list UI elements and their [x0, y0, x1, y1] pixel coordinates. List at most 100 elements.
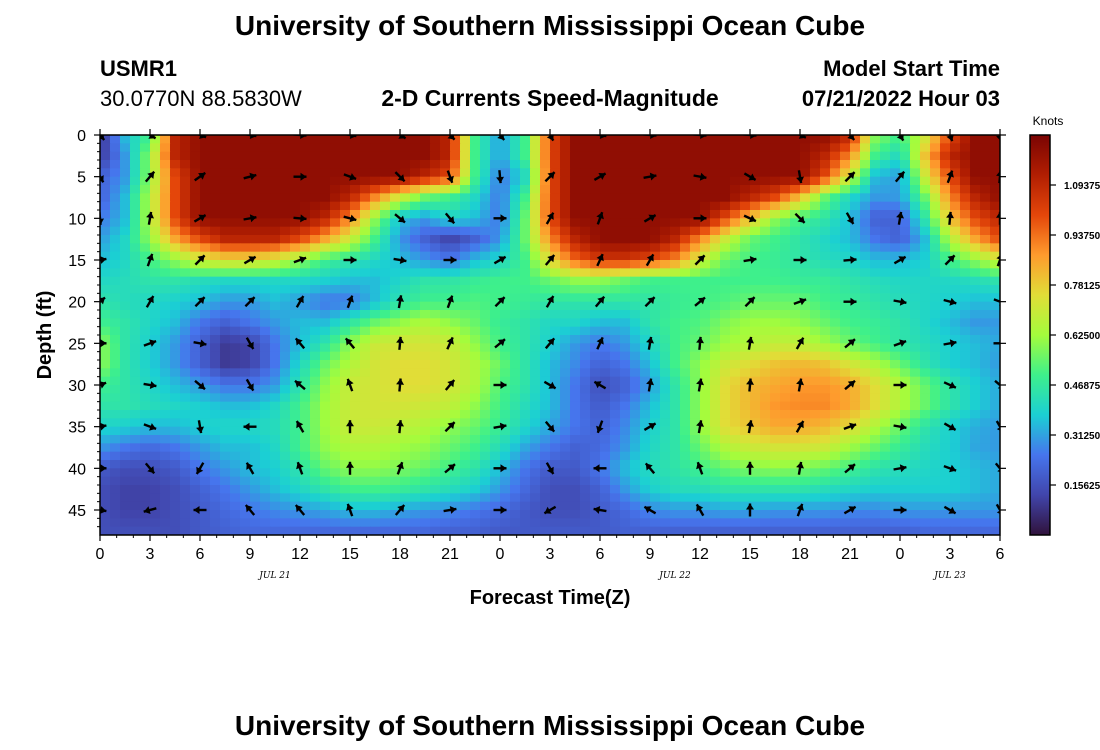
heatmap-cell: [320, 368, 331, 378]
vector-head: [396, 336, 404, 344]
heatmap-cell: [980, 418, 991, 428]
heatmap-cell: [360, 368, 371, 378]
heatmap-cell: [150, 435, 161, 444]
heatmap-cell: [720, 418, 731, 428]
heatmap-cell: [550, 393, 561, 403]
heatmap-cell: [400, 151, 411, 161]
heatmap-cell: [320, 385, 331, 394]
heatmap-cell: [510, 201, 521, 211]
heatmap-cell: [930, 385, 941, 394]
heatmap-cell: [510, 443, 521, 453]
heatmap-cell: [930, 401, 941, 411]
heatmap-cell: [350, 451, 361, 461]
heatmap-cell: [600, 210, 611, 219]
heatmap-cell: [470, 468, 481, 478]
heatmap-cell: [250, 176, 261, 186]
heatmap-cell: [130, 251, 141, 261]
heatmap-cell: [690, 268, 701, 278]
heatmap-cell: [870, 160, 881, 169]
heatmap-cell: [840, 476, 851, 486]
heatmap-cell: [950, 218, 961, 228]
heatmap-cell: [950, 351, 961, 361]
heatmap-cell: [140, 243, 151, 253]
heatmap-cell: [330, 318, 341, 328]
heatmap-cell: [120, 168, 131, 178]
heatmap-cell: [250, 401, 261, 411]
heatmap-cell: [780, 510, 791, 519]
heatmap-cell: [160, 143, 171, 153]
heatmap-cell: [160, 451, 171, 461]
heatmap-cell: [260, 260, 271, 269]
heatmap-cell: [310, 518, 321, 528]
heatmap-cell: [840, 360, 851, 369]
heatmap-cell: [660, 185, 671, 194]
heatmap-cell: [920, 318, 931, 328]
heatmap-cell: [470, 451, 481, 461]
heatmap-cell: [100, 285, 111, 294]
heatmap-cell: [300, 443, 311, 453]
heatmap-cell: [860, 160, 871, 169]
heatmap-cell: [650, 401, 661, 411]
heatmap-cell: [190, 460, 201, 469]
heatmap-cell: [150, 276, 161, 286]
heatmap-cell: [940, 235, 951, 244]
heatmap-cell: [890, 135, 901, 144]
heatmap-cell: [320, 151, 331, 161]
heatmap-cell: [850, 326, 861, 336]
heatmap-cell: [730, 351, 741, 361]
heatmap-cell: [470, 493, 481, 503]
heatmap-cell: [650, 168, 661, 178]
heatmap-cell: [130, 443, 141, 453]
heatmap-cell: [280, 235, 291, 244]
heatmap-cell: [260, 143, 271, 153]
heatmap-cell: [420, 468, 431, 478]
heatmap-cell: [640, 218, 651, 228]
heatmap-cell: [520, 410, 531, 419]
heatmap-cell: [460, 151, 471, 161]
heatmap-cell: [640, 493, 651, 503]
heatmap-cell: [420, 510, 431, 519]
heatmap-cell: [190, 360, 201, 369]
heatmap-cell: [780, 251, 791, 261]
heatmap-cell: [100, 493, 111, 503]
current-vector-arrow: [100, 381, 107, 389]
heatmap-cell: [320, 510, 331, 519]
heatmap-cell: [480, 435, 491, 444]
heatmap-cell: [380, 285, 391, 294]
heatmap-cell: [330, 351, 341, 361]
heatmap-cell: [630, 176, 641, 186]
heatmap-cell: [230, 510, 241, 519]
heatmap-cell: [310, 485, 321, 494]
heatmap-cell: [590, 468, 601, 478]
heatmap-cell: [870, 176, 881, 186]
heatmap-cell: [530, 385, 541, 394]
heatmap-cell: [880, 368, 891, 378]
heatmap-cell: [260, 460, 271, 469]
heatmap-cell: [780, 418, 791, 428]
heatmap-cell: [260, 376, 271, 386]
heatmap-cell: [800, 401, 811, 411]
heatmap-cell: [680, 235, 691, 244]
heatmap-cell: [500, 285, 511, 294]
heatmap-cell: [840, 335, 851, 344]
vector-head: [547, 424, 555, 432]
heatmap-cell: [720, 443, 731, 453]
heatmap-cell: [380, 243, 391, 253]
heatmap-cell: [290, 226, 301, 236]
current-vector-arrow: [696, 420, 704, 434]
heatmap-cell: [190, 293, 201, 303]
heatmap-cell: [130, 185, 141, 194]
heatmap-cell: [140, 135, 151, 144]
current-vector-arrow: [843, 256, 857, 264]
heatmap-cell: [240, 385, 251, 394]
heatmap-cell: [700, 426, 711, 436]
heatmap-cell: [310, 343, 321, 353]
current-vector-arrow: [743, 172, 757, 181]
heatmap-cell: [440, 493, 451, 503]
heatmap-cell: [190, 193, 201, 203]
heatmap-cell: [300, 276, 311, 286]
heatmap-cell: [270, 418, 281, 428]
heatmap-cell: [800, 176, 811, 186]
heatmap-cell: [630, 385, 641, 394]
heatmap-cell: [220, 451, 231, 461]
